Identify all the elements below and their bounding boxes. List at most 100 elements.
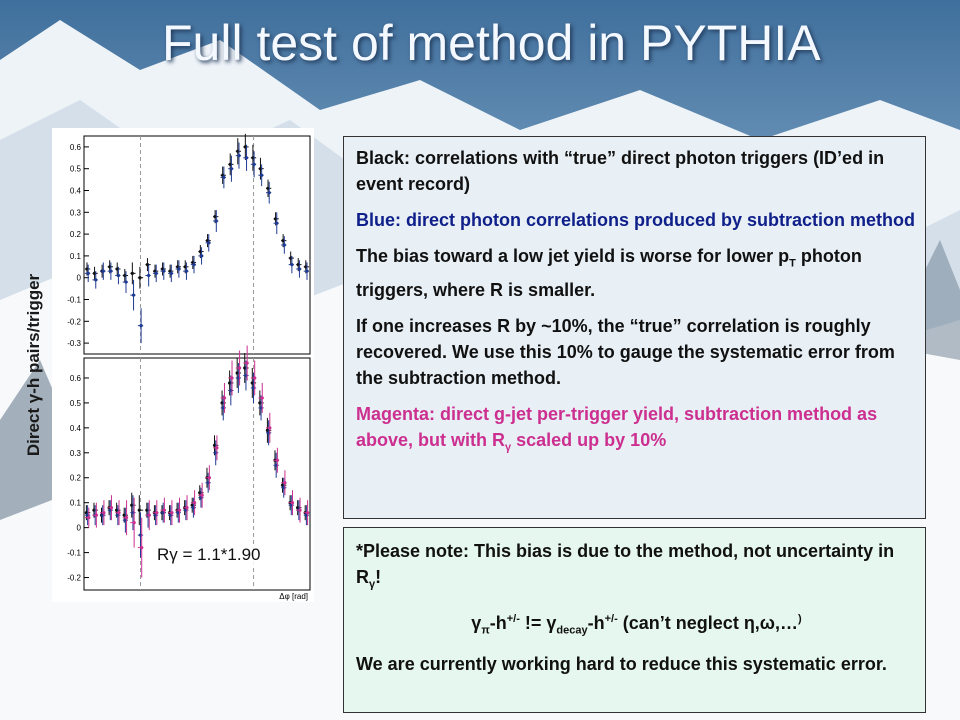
data-point <box>222 175 226 180</box>
data-point <box>130 271 134 275</box>
data-point <box>137 508 141 512</box>
data-point <box>244 156 249 160</box>
data-point <box>214 219 218 223</box>
x-axis-label: Δφ [rad] <box>279 592 308 601</box>
y-tick-label: -0.2 <box>67 574 81 583</box>
y-tick-label: 0 <box>77 524 82 533</box>
y-tick-label: 0.2 <box>70 230 82 239</box>
data-point <box>109 506 114 510</box>
data-point <box>207 476 211 480</box>
y-tick-label: 0.5 <box>70 165 82 174</box>
formula-text: γπ-h+/- != γdecay-h+/- (can’t neglect η,… <box>471 612 802 637</box>
data-point <box>275 458 279 462</box>
work-statement: We are currently working hard to reduce … <box>356 654 887 675</box>
y-tick-label: 0.3 <box>70 208 82 217</box>
data-point <box>87 516 91 520</box>
data-point <box>267 191 271 195</box>
y-tick-label: 0.4 <box>70 424 82 433</box>
data-point <box>282 243 286 247</box>
data-point <box>124 516 129 520</box>
data-point <box>229 167 234 171</box>
data-point <box>94 278 98 282</box>
data-point <box>290 501 295 505</box>
data-point <box>192 263 196 267</box>
r-gamma-annotation: Rγ = 1.1*1.90 <box>155 545 263 565</box>
data-point <box>290 263 294 267</box>
plot-frame <box>83 357 311 591</box>
y-tick-label: -0.3 <box>67 339 81 348</box>
explanation-box: Black: correlations with “true” direct p… <box>343 136 926 519</box>
data-point <box>131 293 136 297</box>
note-text: *Please note: This bias is due to the me… <box>356 541 895 591</box>
magenta-description: Magenta: direct g-jet per-trigger yield,… <box>356 403 878 454</box>
recovery-description: If one increases R by ~10%, the “true” c… <box>356 315 895 388</box>
data-point <box>260 396 264 400</box>
data-point <box>184 269 189 273</box>
data-point <box>305 269 309 273</box>
y-tick-label: 0.6 <box>70 374 82 383</box>
data-point <box>147 513 151 517</box>
data-point <box>140 545 144 550</box>
plot-panel: -0.3 -0.2 -0.1 0 0.1 0.2 0.3 0.4 0.5 0.6 -0.2 -0.1 0… <box>52 128 314 602</box>
data-point <box>109 269 113 273</box>
data-point <box>162 269 166 273</box>
data-point <box>193 501 197 505</box>
data-point <box>275 221 279 225</box>
y-tick-label: 0.6 <box>70 143 82 152</box>
note-box: *Please note: This bias is due to the me… <box>343 527 926 713</box>
data-point <box>162 508 166 512</box>
data-point <box>260 173 264 177</box>
data-point <box>132 521 136 525</box>
y-tick-label: -0.1 <box>67 549 81 558</box>
data-point <box>237 154 241 158</box>
y-tick-label: 0 <box>77 274 82 283</box>
data-point <box>94 513 98 517</box>
data-point <box>177 508 182 512</box>
data-point <box>252 162 256 166</box>
data-point <box>268 426 272 430</box>
slide-title: Full test of method in PYTHIA <box>162 15 821 71</box>
data-point <box>297 267 302 271</box>
data-point <box>138 276 142 280</box>
data-point <box>185 506 189 510</box>
y-tick-label: 0.5 <box>70 399 82 408</box>
data-point <box>101 269 105 273</box>
data-point <box>298 508 302 512</box>
y-axis-label: Direct γ-h pairs/trigger <box>24 273 43 457</box>
data-point <box>147 273 151 278</box>
data-point <box>169 271 173 275</box>
y-tick-label: 0.1 <box>70 499 82 508</box>
data-point <box>155 511 159 515</box>
y-tick-label: -0.2 <box>67 317 81 326</box>
data-point <box>207 241 211 245</box>
blue-description: Blue: direct photon correlations produce… <box>356 210 916 230</box>
data-point <box>116 273 121 278</box>
data-point <box>86 271 90 275</box>
plot-frame <box>83 135 311 355</box>
black-description: Black: correlations with “true” direct p… <box>356 148 885 194</box>
data-point <box>139 324 143 328</box>
data-point <box>117 511 121 515</box>
data-point <box>230 376 234 380</box>
data-point <box>200 493 204 497</box>
bias-description: The bias toward a low jet yield is worse… <box>356 246 862 300</box>
y-tick-label: 0.4 <box>70 187 82 196</box>
y-tick-label: 0.2 <box>70 474 82 483</box>
y-tick-label: 0.3 <box>70 449 82 458</box>
data-point <box>253 376 257 380</box>
data-point <box>237 366 242 370</box>
data-point <box>154 271 158 275</box>
y-tick-label: -0.1 <box>67 296 81 305</box>
data-point <box>222 396 227 400</box>
data-point <box>124 280 128 284</box>
data-point <box>177 267 181 271</box>
data-point <box>215 446 219 450</box>
data-point <box>170 511 174 515</box>
data-point <box>283 481 287 485</box>
correlation-plots: -0.3 -0.2 -0.1 0 0.1 0.2 0.3 0.4 0.5 0.6 -0.2 -0.1 0… <box>67 133 311 601</box>
data-point <box>306 511 310 515</box>
data-point <box>199 254 204 258</box>
data-point <box>102 511 106 515</box>
data-point <box>245 361 249 365</box>
y-tick-label: 0.1 <box>70 252 82 261</box>
